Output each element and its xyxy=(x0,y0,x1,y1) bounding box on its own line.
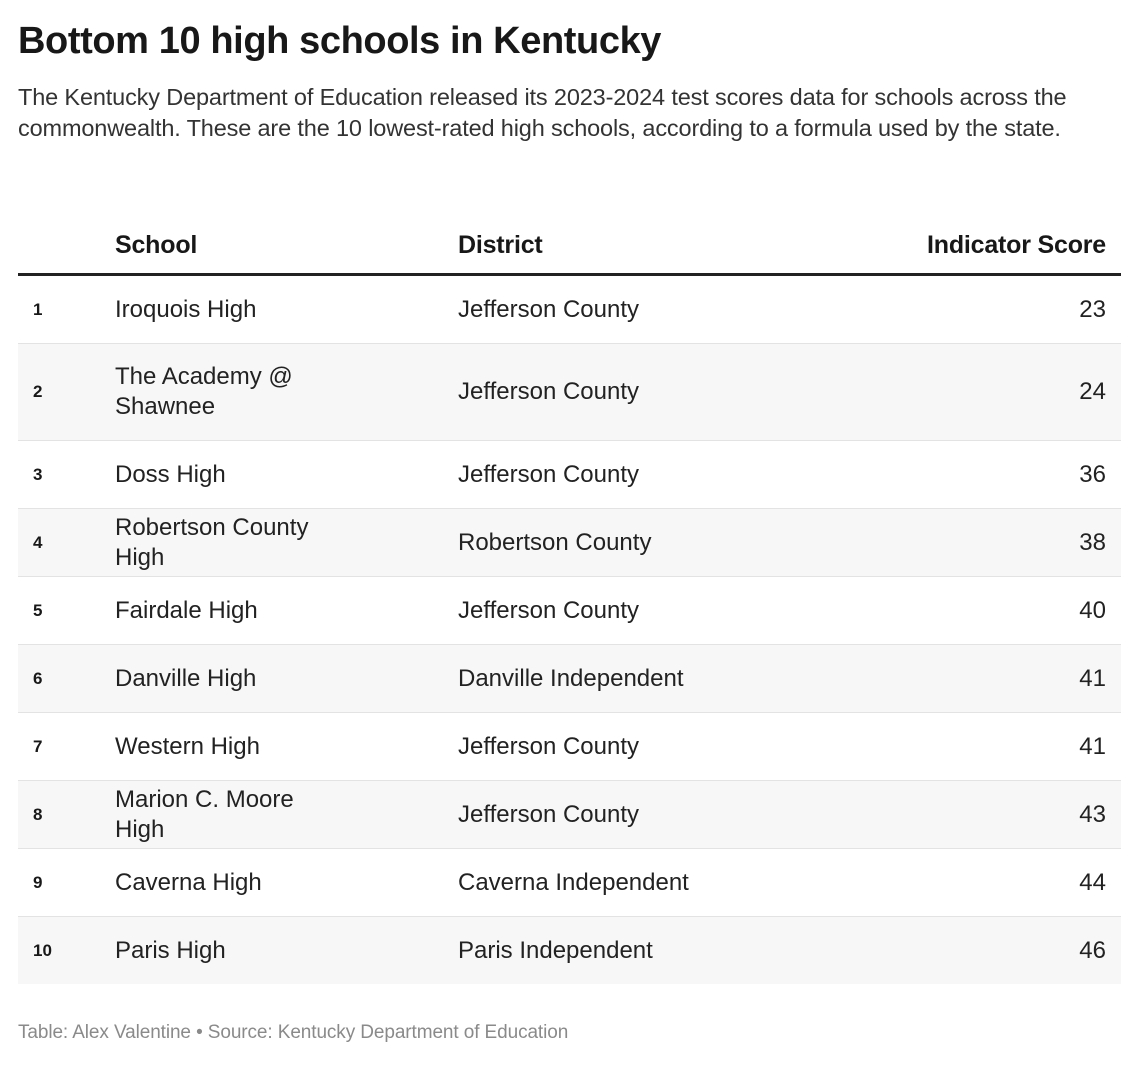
column-header-score: Indicator Score xyxy=(858,218,1121,276)
school-cell: Paris High xyxy=(115,916,458,984)
score-cell: 44 xyxy=(858,848,1121,917)
page-title: Bottom 10 high schools in Kentucky xyxy=(18,20,662,62)
school-cell: The Academy @ Shawnee xyxy=(115,343,458,441)
rank-cell: 6 xyxy=(18,644,115,713)
table-row: 3 Doss High Jefferson County 36 xyxy=(18,440,1121,509)
district-cell: Jefferson County xyxy=(458,780,858,849)
table-row: 4 Robertson County High Robertson County… xyxy=(18,508,1121,577)
district-cell: Jefferson County xyxy=(458,576,858,645)
rank-cell: 3 xyxy=(18,440,115,509)
source-credit: Table: Alex Valentine • Source: Kentucky… xyxy=(18,1022,569,1043)
district-cell: Jefferson County xyxy=(458,274,858,344)
table-row: 6 Danville High Danville Independent 41 xyxy=(18,644,1121,713)
rank-cell: 10 xyxy=(18,916,115,984)
score-cell: 41 xyxy=(858,644,1121,713)
school-cell: Western High xyxy=(115,712,458,781)
score-cell: 23 xyxy=(858,274,1121,344)
district-cell: Jefferson County xyxy=(458,343,858,441)
column-header-district: District xyxy=(458,218,858,276)
table-header: School District Indicator Score xyxy=(18,218,1121,276)
table-body: 1 Iroquois High Jefferson County 23 2 Th… xyxy=(18,274,1121,984)
score-cell: 24 xyxy=(858,343,1121,441)
school-cell: Robertson County High xyxy=(115,508,458,577)
school-cell: Marion C. Moore High xyxy=(115,780,458,849)
table-container: Bottom 10 high schools in Kentucky The K… xyxy=(18,0,1121,984)
score-cell: 38 xyxy=(858,508,1121,577)
district-cell: Danville Independent xyxy=(458,644,858,713)
rank-cell: 8 xyxy=(18,780,115,849)
schools-table: School District Indicator Score 1 Iroquo… xyxy=(18,218,1121,984)
rank-cell: 9 xyxy=(18,848,115,917)
column-header-rank xyxy=(18,218,115,276)
rank-cell: 4 xyxy=(18,508,115,577)
rank-cell: 5 xyxy=(18,576,115,645)
district-cell: Jefferson County xyxy=(458,440,858,509)
district-cell: Caverna Independent xyxy=(458,848,858,917)
table-row: 2 The Academy @ Shawnee Jefferson County… xyxy=(18,343,1121,441)
table-row: 5 Fairdale High Jefferson County 40 xyxy=(18,576,1121,645)
table-row: 10 Paris High Paris Independent 46 xyxy=(18,916,1121,984)
district-cell: Jefferson County xyxy=(458,712,858,781)
table-row: 1 Iroquois High Jefferson County 23 xyxy=(18,274,1121,344)
school-cell: Fairdale High xyxy=(115,576,458,645)
score-cell: 43 xyxy=(858,780,1121,849)
district-cell: Paris Independent xyxy=(458,916,858,984)
school-cell: Danville High xyxy=(115,644,458,713)
table-row: 9 Caverna High Caverna Independent 44 xyxy=(18,848,1121,917)
table-row: 8 Marion C. Moore High Jefferson County … xyxy=(18,780,1121,849)
district-cell: Robertson County xyxy=(458,508,858,577)
column-header-school: School xyxy=(115,218,458,276)
score-cell: 41 xyxy=(858,712,1121,781)
rank-cell: 2 xyxy=(18,343,115,441)
rank-cell: 7 xyxy=(18,712,115,781)
score-cell: 40 xyxy=(858,576,1121,645)
school-cell: Iroquois High xyxy=(115,274,458,344)
school-cell: Doss High xyxy=(115,440,458,509)
rank-cell: 1 xyxy=(18,274,115,344)
page-subtitle: The Kentucky Department of Education rel… xyxy=(18,84,1067,141)
score-cell: 46 xyxy=(858,916,1121,984)
score-cell: 36 xyxy=(858,440,1121,509)
header-row: School District Indicator Score xyxy=(18,218,1121,276)
school-cell: Caverna High xyxy=(115,848,458,917)
table-row: 7 Western High Jefferson County 41 xyxy=(18,712,1121,781)
